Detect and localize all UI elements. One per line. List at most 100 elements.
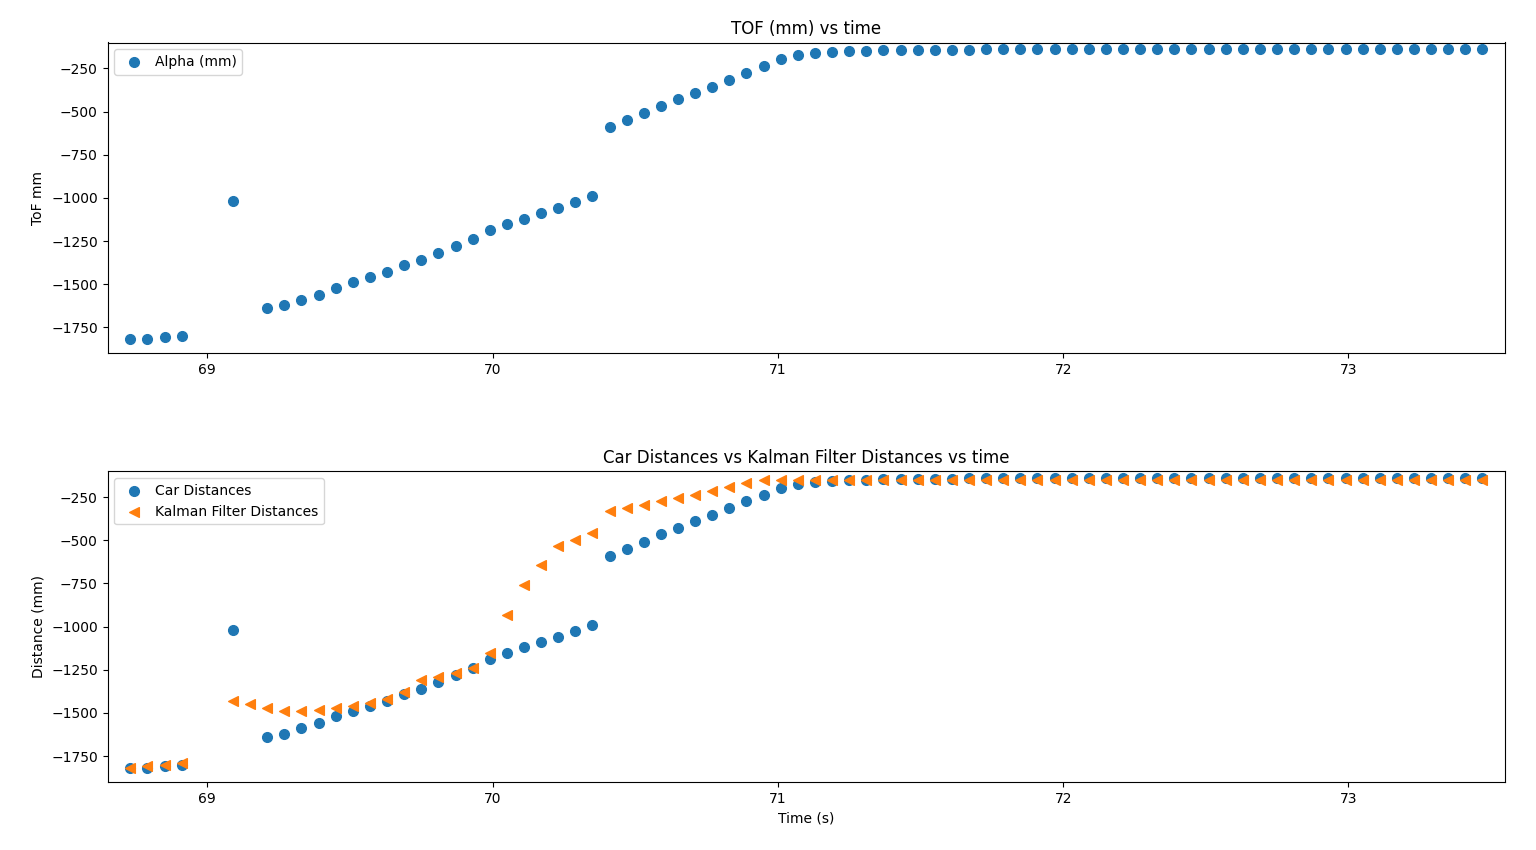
Legend: Car Distances, Kalman Filter Distances: Car Distances, Kalman Filter Distances — [115, 479, 324, 524]
Kalman Filter Distances — [991, 473, 1015, 486]
Kalman Filter Distances — [854, 473, 879, 486]
Kalman Filter Distances — [375, 693, 399, 706]
Kalman Filter Distances — [768, 473, 793, 486]
Alpha (mm) — [1094, 42, 1118, 56]
Kalman Filter Distances — [289, 705, 313, 718]
Car Distances — [684, 514, 708, 528]
Alpha (mm) — [1436, 42, 1461, 56]
Kalman Filter Distances — [238, 698, 263, 711]
Alpha (mm) — [700, 80, 725, 94]
Alpha (mm) — [425, 246, 450, 260]
Alpha (mm) — [1470, 42, 1495, 56]
Car Distances — [341, 705, 366, 718]
Car Distances — [1367, 472, 1392, 485]
Alpha (mm) — [152, 330, 177, 343]
Kalman Filter Distances — [648, 495, 673, 508]
Kalman Filter Distances — [169, 756, 194, 770]
Car Distances — [751, 488, 776, 502]
Kalman Filter Distances — [358, 696, 382, 710]
Alpha (mm) — [888, 43, 912, 57]
Kalman Filter Distances — [545, 539, 570, 552]
Car Distances — [871, 473, 895, 486]
Kalman Filter Distances — [1402, 473, 1427, 486]
Alpha (mm) — [974, 42, 998, 56]
Car Distances — [1299, 472, 1324, 485]
Kalman Filter Distances — [528, 558, 553, 571]
Kalman Filter Distances — [1470, 473, 1495, 486]
Kalman Filter Distances — [478, 646, 502, 660]
Car Distances — [1333, 472, 1358, 485]
Alpha (mm) — [1453, 42, 1478, 56]
Alpha (mm) — [564, 196, 588, 209]
Car Distances — [888, 473, 912, 486]
Car Distances — [631, 536, 656, 549]
Car Distances — [1402, 472, 1427, 485]
Kalman Filter Distances — [1230, 473, 1255, 486]
Alpha (mm) — [1384, 42, 1409, 56]
Kalman Filter Distances — [392, 685, 416, 699]
Car Distances — [614, 542, 639, 556]
Car Distances — [1008, 472, 1032, 485]
Kalman Filter Distances — [1384, 473, 1409, 486]
Car Distances — [255, 730, 280, 744]
Legend: Alpha (mm): Alpha (mm) — [115, 49, 243, 75]
Kalman Filter Distances — [717, 480, 742, 494]
Car Distances — [1316, 472, 1341, 485]
Car Distances — [1350, 472, 1375, 485]
Car Distances — [1453, 472, 1478, 485]
Kalman Filter Distances — [940, 473, 965, 486]
Car Distances — [289, 722, 313, 735]
Kalman Filter Distances — [1025, 473, 1049, 486]
Alpha (mm) — [358, 270, 382, 284]
Kalman Filter Distances — [341, 700, 366, 713]
Alpha (mm) — [1008, 42, 1032, 56]
Alpha (mm) — [375, 265, 399, 279]
Car Distances — [1247, 472, 1272, 485]
Car Distances — [820, 474, 845, 488]
Car Distances — [1283, 472, 1307, 485]
Kalman Filter Distances — [409, 673, 433, 687]
Alpha (mm) — [1025, 42, 1049, 56]
Alpha (mm) — [1180, 42, 1204, 56]
Alpha (mm) — [1333, 42, 1358, 56]
Car Distances — [375, 694, 399, 708]
Car Distances — [598, 549, 622, 563]
Alpha (mm) — [511, 212, 536, 225]
Kalman Filter Distances — [511, 578, 536, 592]
Car Distances — [135, 762, 160, 775]
Alpha (mm) — [255, 302, 280, 315]
Title: TOF (mm) vs time: TOF (mm) vs time — [731, 20, 882, 38]
Car Distances — [974, 472, 998, 485]
Kalman Filter Distances — [1008, 473, 1032, 486]
Alpha (mm) — [1230, 42, 1255, 56]
Kalman Filter Distances — [614, 501, 639, 514]
Alpha (mm) — [1043, 42, 1068, 56]
Alpha (mm) — [289, 293, 313, 307]
Alpha (mm) — [1077, 42, 1101, 56]
Kalman Filter Distances — [1333, 473, 1358, 486]
Car Distances — [648, 528, 673, 541]
Car Distances — [803, 475, 828, 489]
Car Distances — [940, 472, 965, 485]
Kalman Filter Distances — [684, 488, 708, 502]
Kalman Filter Distances — [871, 473, 895, 486]
Car Distances — [358, 700, 382, 713]
Alpha (mm) — [837, 44, 862, 58]
Kalman Filter Distances — [598, 504, 622, 518]
Alpha (mm) — [1060, 42, 1084, 56]
Kalman Filter Distances — [1316, 473, 1341, 486]
Kalman Filter Distances — [1060, 473, 1084, 486]
Car Distances — [272, 727, 296, 740]
Alpha (mm) — [1299, 42, 1324, 56]
Car Distances — [957, 472, 982, 485]
Car Distances — [665, 521, 690, 535]
Car Distances — [152, 759, 177, 773]
Car Distances — [545, 630, 570, 643]
Car Distances — [444, 668, 468, 682]
Car Distances — [1043, 472, 1068, 485]
Kalman Filter Distances — [1180, 473, 1204, 486]
Kalman Filter Distances — [837, 473, 862, 486]
Car Distances — [1111, 472, 1135, 485]
Kalman Filter Distances — [820, 473, 845, 486]
Alpha (mm) — [648, 99, 673, 112]
